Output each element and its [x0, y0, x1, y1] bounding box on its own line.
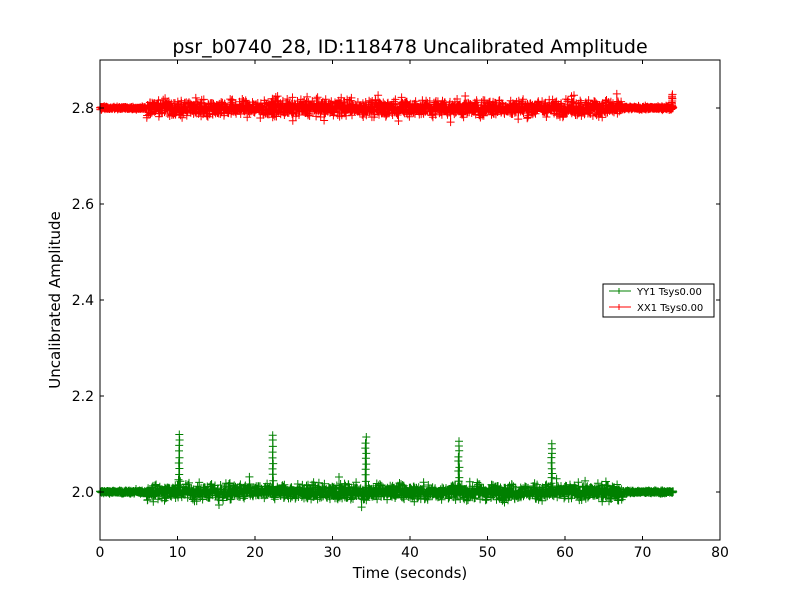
x-tick-label: 60 — [556, 545, 574, 561]
x-tick-label: 40 — [401, 545, 419, 561]
y-tick-label: 2.8 — [72, 101, 94, 117]
legend-box — [602, 283, 715, 318]
legend-label-xx1: XX1 Tsys0.00 — [637, 303, 703, 314]
y-tick-label: 2.2 — [72, 389, 94, 405]
series-markers — [96, 89, 678, 127]
chart-title: psr_b0740_28, ID:118478 Uncalibrated Amp… — [172, 36, 647, 58]
legend: YY1 Tsys0.00 XX1 Tsys0.00 — [602, 283, 715, 318]
y-axis-label: Uncalibrated Amplitude — [46, 211, 64, 388]
x-tick-label: 50 — [479, 545, 497, 561]
y-tick-label: 2.4 — [72, 293, 94, 309]
series-yy1 — [96, 430, 678, 512]
x-tick-label: 10 — [169, 545, 187, 561]
legend-marker-xx1 — [616, 304, 622, 310]
series-layer — [96, 89, 678, 512]
y-tick-label: 2.0 — [72, 485, 94, 501]
x-tick-label: 0 — [96, 545, 105, 561]
x-tick-label: 30 — [324, 545, 342, 561]
x-tick-label: 70 — [634, 545, 652, 561]
legend-label-yy1: YY1 Tsys0.00 — [636, 287, 702, 298]
x-tick-label: 80 — [711, 545, 729, 561]
y-tick-label: 2.6 — [72, 197, 94, 213]
x-tick-label: 20 — [246, 545, 264, 561]
ticks-layer: 0 10 20 30 40 50 60 70 80 2.0 2.2 2.4 2.6 2.8 — [72, 60, 729, 561]
series-xx1 — [96, 89, 678, 127]
legend-marker-yy1 — [616, 288, 622, 294]
x-axis-label: Time (seconds) — [352, 564, 468, 582]
series-markers — [96, 430, 678, 512]
